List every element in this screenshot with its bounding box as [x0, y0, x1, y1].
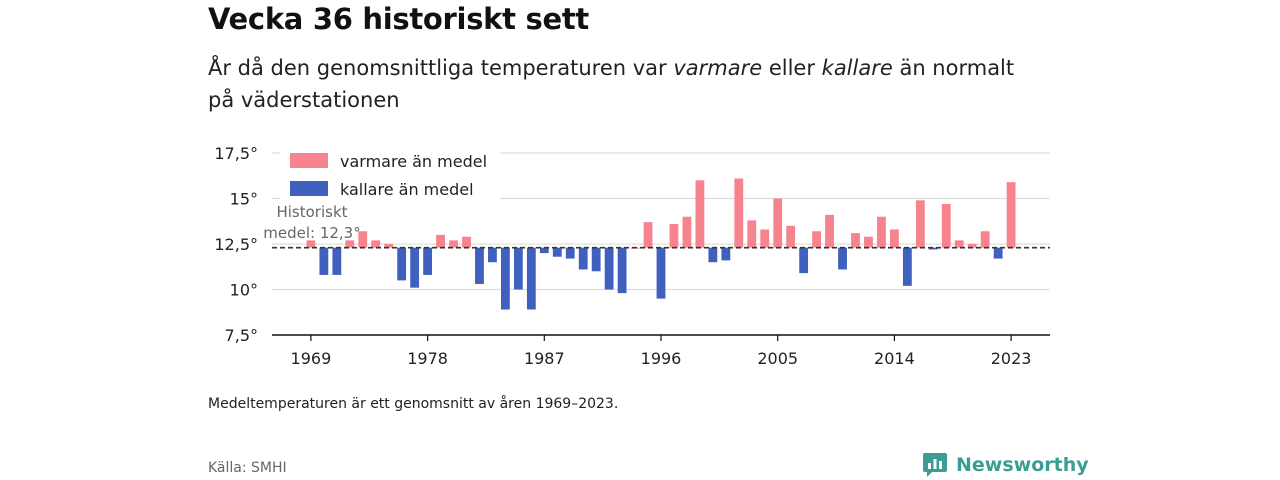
legend: varmare än medel kallare än medel — [280, 147, 500, 203]
bar-warm — [682, 216, 692, 248]
bar-warm — [941, 203, 951, 248]
bar-warm — [864, 236, 873, 248]
bar-warm — [812, 231, 822, 248]
bars — [306, 178, 1016, 310]
x-tick-label: 1987 — [524, 349, 565, 368]
subtitle-colder: kallare — [821, 56, 893, 80]
chart-title: Vecka 36 historiskt sett — [208, 2, 589, 36]
chart-subtitle: År då den genomsnittliga temperaturen va… — [208, 52, 1068, 116]
legend-swatch — [290, 153, 328, 168]
bar-cold — [656, 247, 666, 299]
x-tick-label: 1996 — [641, 349, 682, 368]
bar-cold — [928, 247, 938, 250]
baseline-label-line: Historiskt — [276, 203, 347, 221]
subtitle-text-3: än normalt — [892, 56, 1015, 80]
bar-warm — [734, 178, 744, 248]
bar-cold — [423, 247, 433, 275]
legend-label: kallare än medel — [340, 180, 474, 199]
y-tick-label: 10° — [230, 281, 258, 300]
bar-warm — [747, 220, 757, 248]
bar-cold — [539, 247, 549, 254]
bar-cold — [993, 247, 1003, 259]
bar-cold — [526, 247, 536, 310]
bar-warm — [786, 225, 796, 248]
temperature-bar-chart: 7,5° 10° 12,5° 15° 17,5° 1969 1978 1987 1996 200… — [214, 144, 1050, 368]
legend-label: varmare än medel — [340, 152, 487, 171]
brand-name: Newsworthy — [956, 454, 1089, 476]
bar-warm — [915, 200, 925, 248]
bar-cold — [475, 247, 484, 285]
bar-warm — [358, 231, 368, 248]
bar-warm — [371, 240, 381, 248]
bar-cold — [332, 247, 342, 275]
subtitle-text-1: År då den genomsnittliga temperaturen va… — [208, 56, 674, 80]
y-tick-label: 15° — [230, 190, 258, 209]
x-tick-label: 2005 — [757, 349, 798, 368]
y-axis-ticks: 7,5° 10° 12,5° 15° 17,5° — [214, 144, 258, 345]
bar-warm — [980, 231, 990, 248]
bar-warm — [462, 236, 471, 248]
bar-cold — [578, 247, 588, 270]
bar-cold — [513, 247, 523, 290]
bar-warm — [851, 233, 860, 248]
bar-cold — [552, 247, 562, 257]
bar-warm — [306, 240, 316, 248]
newsworthy-logo-icon — [923, 453, 947, 477]
bar-warm — [643, 222, 653, 248]
bar-cold — [799, 247, 809, 274]
x-axis-ticks: 1969 1978 1987 1996 2005 2014 2023 — [291, 335, 1032, 368]
bar-cold — [500, 247, 510, 310]
baseline-label-line: medel: 12,3° — [263, 224, 360, 242]
x-tick-label: 1978 — [407, 349, 448, 368]
y-tick-label: 12,5° — [214, 235, 258, 254]
bar-cold — [591, 247, 601, 272]
y-tick-label: 7,5° — [225, 326, 258, 345]
footnote: Medeltemperaturen är ett genomsnitt av å… — [208, 396, 619, 412]
bar-cold — [902, 247, 912, 286]
bar-warm — [449, 240, 458, 248]
bar-cold — [488, 247, 497, 263]
x-tick-label: 2023 — [991, 349, 1032, 368]
bar-warm — [889, 229, 899, 248]
source-label: Källa: SMHI — [208, 460, 287, 476]
subtitle-text-2: eller — [762, 56, 822, 80]
bar-warm — [695, 180, 705, 248]
x-tick-label: 1969 — [291, 349, 332, 368]
bar-cold — [838, 247, 847, 270]
bar-cold — [397, 247, 407, 281]
bar-cold — [410, 247, 420, 288]
bar-warm — [384, 244, 394, 248]
subtitle-line-2: på väderstationen — [208, 88, 400, 112]
baseline-label: Historiskt medel: 12,3° — [263, 203, 360, 242]
bar-warm — [967, 244, 977, 248]
bar-warm — [954, 240, 964, 248]
x-tick-label: 2014 — [874, 349, 915, 368]
bar-cold — [708, 247, 718, 263]
bar-warm — [669, 223, 679, 248]
bar-warm — [773, 198, 783, 248]
bar-cold — [604, 247, 614, 290]
y-tick-label: 17,5° — [214, 144, 258, 163]
subtitle-warmer: varmare — [673, 56, 763, 80]
bar-warm — [760, 229, 770, 248]
bar-warm — [1006, 182, 1016, 248]
bar-cold — [565, 247, 575, 259]
bar-warm — [877, 216, 886, 248]
bar-cold — [721, 247, 731, 261]
bar-warm — [345, 240, 355, 248]
bar-cold — [617, 247, 627, 294]
legend-swatch — [290, 181, 328, 196]
newsworthy-brand: Newsworthy — [922, 451, 1089, 479]
bar-warm — [825, 214, 834, 248]
bar-cold — [319, 247, 329, 275]
bar-warm — [436, 234, 445, 248]
